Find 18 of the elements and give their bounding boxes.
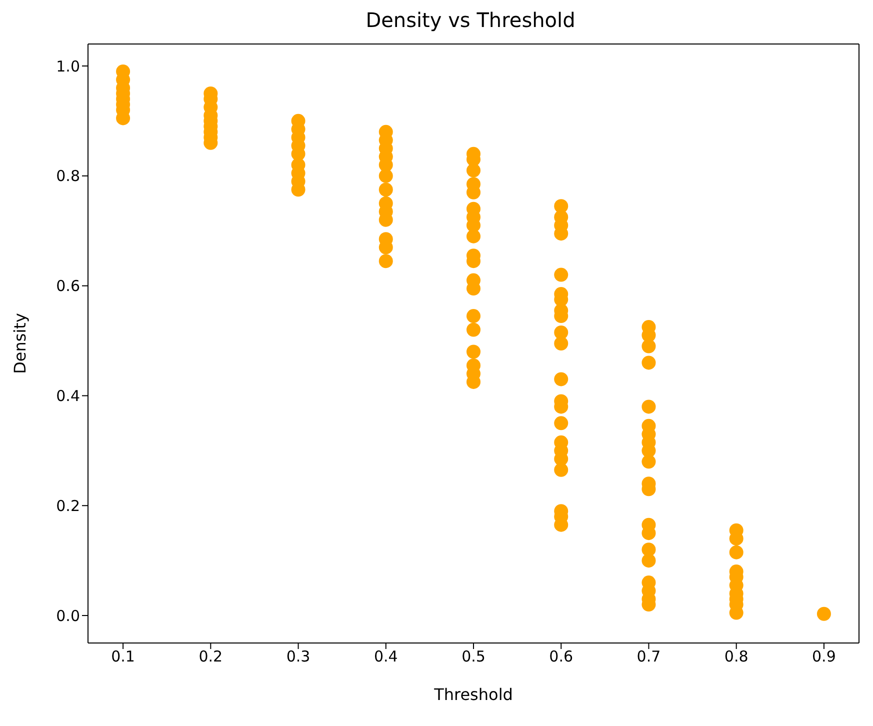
x-tick-label: 0.9 bbox=[812, 648, 836, 666]
x-tick-label: 0.7 bbox=[636, 648, 661, 666]
x-tick-label: 0.1 bbox=[111, 648, 135, 666]
x-tick-label: 0.2 bbox=[198, 648, 223, 666]
y-tick-label: 0.4 bbox=[56, 387, 80, 406]
x-axis-title: Threshold bbox=[433, 685, 513, 704]
y-tick-label: 0.8 bbox=[56, 167, 80, 186]
y-tick-label: 0.2 bbox=[56, 496, 80, 515]
x-tick-label: 0.3 bbox=[286, 648, 310, 666]
y-axis-title: Density bbox=[10, 313, 30, 374]
x-tick-label: 0.6 bbox=[549, 648, 574, 666]
x-tick-label: 0.8 bbox=[724, 648, 748, 666]
y-tick-label: 1.0 bbox=[56, 57, 80, 76]
y-tick-label: 0.6 bbox=[56, 277, 80, 296]
x-tick-label: 0.4 bbox=[374, 648, 398, 666]
chart-title: Density vs Threshold bbox=[364, 8, 576, 34]
y-tick-label: 0.0 bbox=[56, 606, 80, 625]
x-tick-label: 0.5 bbox=[462, 648, 486, 666]
